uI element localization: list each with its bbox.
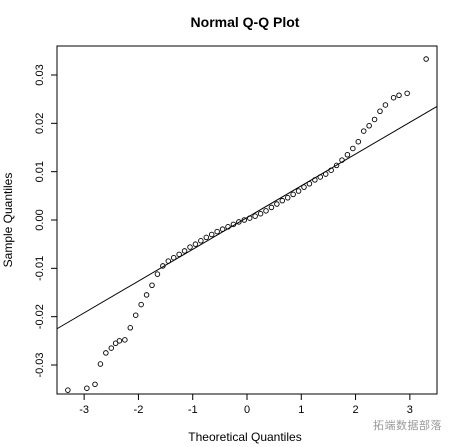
- data-point: [328, 167, 334, 173]
- data-point: [423, 56, 429, 62]
- data-point: [371, 116, 378, 123]
- x-tick-label: 3: [407, 404, 413, 416]
- data-point: [404, 90, 410, 97]
- data-point: [103, 350, 109, 356]
- data-point: [181, 248, 188, 254]
- data-point: [317, 174, 324, 180]
- data-point: [214, 228, 220, 235]
- data-point: [312, 177, 318, 183]
- y-axis: -0.03 -0.02 -0.01 0.00 0.01 0.02 0.03: [34, 64, 57, 378]
- data-point: [306, 180, 313, 187]
- data-point: [192, 241, 199, 247]
- data-point: [257, 210, 264, 217]
- data-point: [360, 128, 367, 134]
- data-point: [154, 271, 161, 277]
- data-point: [366, 122, 372, 129]
- chart-title: Normal Q-Q Plot: [191, 14, 300, 30]
- data-point: [132, 312, 139, 318]
- data-point: [236, 219, 242, 225]
- data-point: [165, 258, 172, 264]
- data-point: [122, 337, 128, 343]
- data-point: [84, 385, 90, 391]
- reference-line: [56, 105, 438, 330]
- y-tick-label: 0.01: [34, 161, 46, 182]
- data-point: [92, 381, 98, 388]
- data-point: [274, 201, 280, 207]
- data-point: [246, 215, 253, 221]
- data-point: [143, 292, 150, 298]
- data-point: [203, 234, 210, 241]
- data-point: [339, 157, 345, 163]
- data-point: [279, 197, 286, 204]
- data-point: [230, 221, 237, 228]
- data-point: [322, 171, 329, 177]
- data-point: [97, 361, 104, 367]
- data-point: [284, 195, 291, 201]
- x-tick-label: 1: [298, 404, 304, 416]
- data-point: [127, 325, 134, 331]
- y-axis-label: Sample Quantiles: [1, 173, 15, 268]
- data-point: [252, 213, 258, 219]
- data-point: [116, 338, 123, 344]
- data-point: [301, 184, 307, 190]
- data-points: [65, 56, 429, 393]
- data-point: [65, 387, 71, 393]
- y-tick-label: 0.00: [34, 209, 46, 230]
- data-point: [149, 282, 155, 289]
- x-tick-label: 2: [353, 404, 359, 416]
- data-point: [268, 204, 275, 211]
- y-tick-label: -0.03: [34, 352, 46, 377]
- data-point: [382, 102, 389, 108]
- data-point: [219, 226, 226, 232]
- data-point: [108, 345, 115, 351]
- y-tick-label: -0.02: [34, 304, 46, 329]
- x-axis-label: Theoretical Quantiles: [188, 430, 301, 444]
- watermark: 拓端数据部落: [373, 419, 442, 432]
- data-point: [241, 217, 248, 223]
- data-point: [176, 251, 182, 258]
- data-point: [350, 145, 356, 152]
- x-axis: -3 -2 -1 0 1 2 3: [79, 394, 413, 416]
- data-point: [295, 188, 302, 194]
- data-point: [198, 238, 204, 244]
- x-tick-label: 0: [244, 404, 250, 416]
- data-point: [290, 191, 296, 198]
- data-point: [396, 92, 402, 99]
- data-point: [333, 162, 340, 169]
- data-point: [112, 340, 119, 347]
- data-point: [187, 244, 193, 250]
- data-point: [377, 108, 383, 114]
- y-tick-label: 0.02: [34, 113, 46, 134]
- y-tick-label: -0.01: [34, 256, 46, 281]
- data-point: [170, 254, 177, 261]
- data-point: [208, 231, 215, 238]
- x-tick-label: -3: [79, 404, 89, 416]
- data-point: [390, 94, 397, 101]
- data-point: [138, 301, 144, 308]
- data-point: [160, 263, 166, 269]
- y-tick-label: 0.03: [34, 64, 46, 85]
- x-tick-label: -1: [188, 404, 198, 416]
- data-point: [225, 224, 231, 230]
- x-tick-label: -2: [134, 404, 144, 416]
- data-point: [355, 138, 362, 145]
- data-point: [263, 208, 269, 214]
- data-point: [344, 151, 351, 158]
